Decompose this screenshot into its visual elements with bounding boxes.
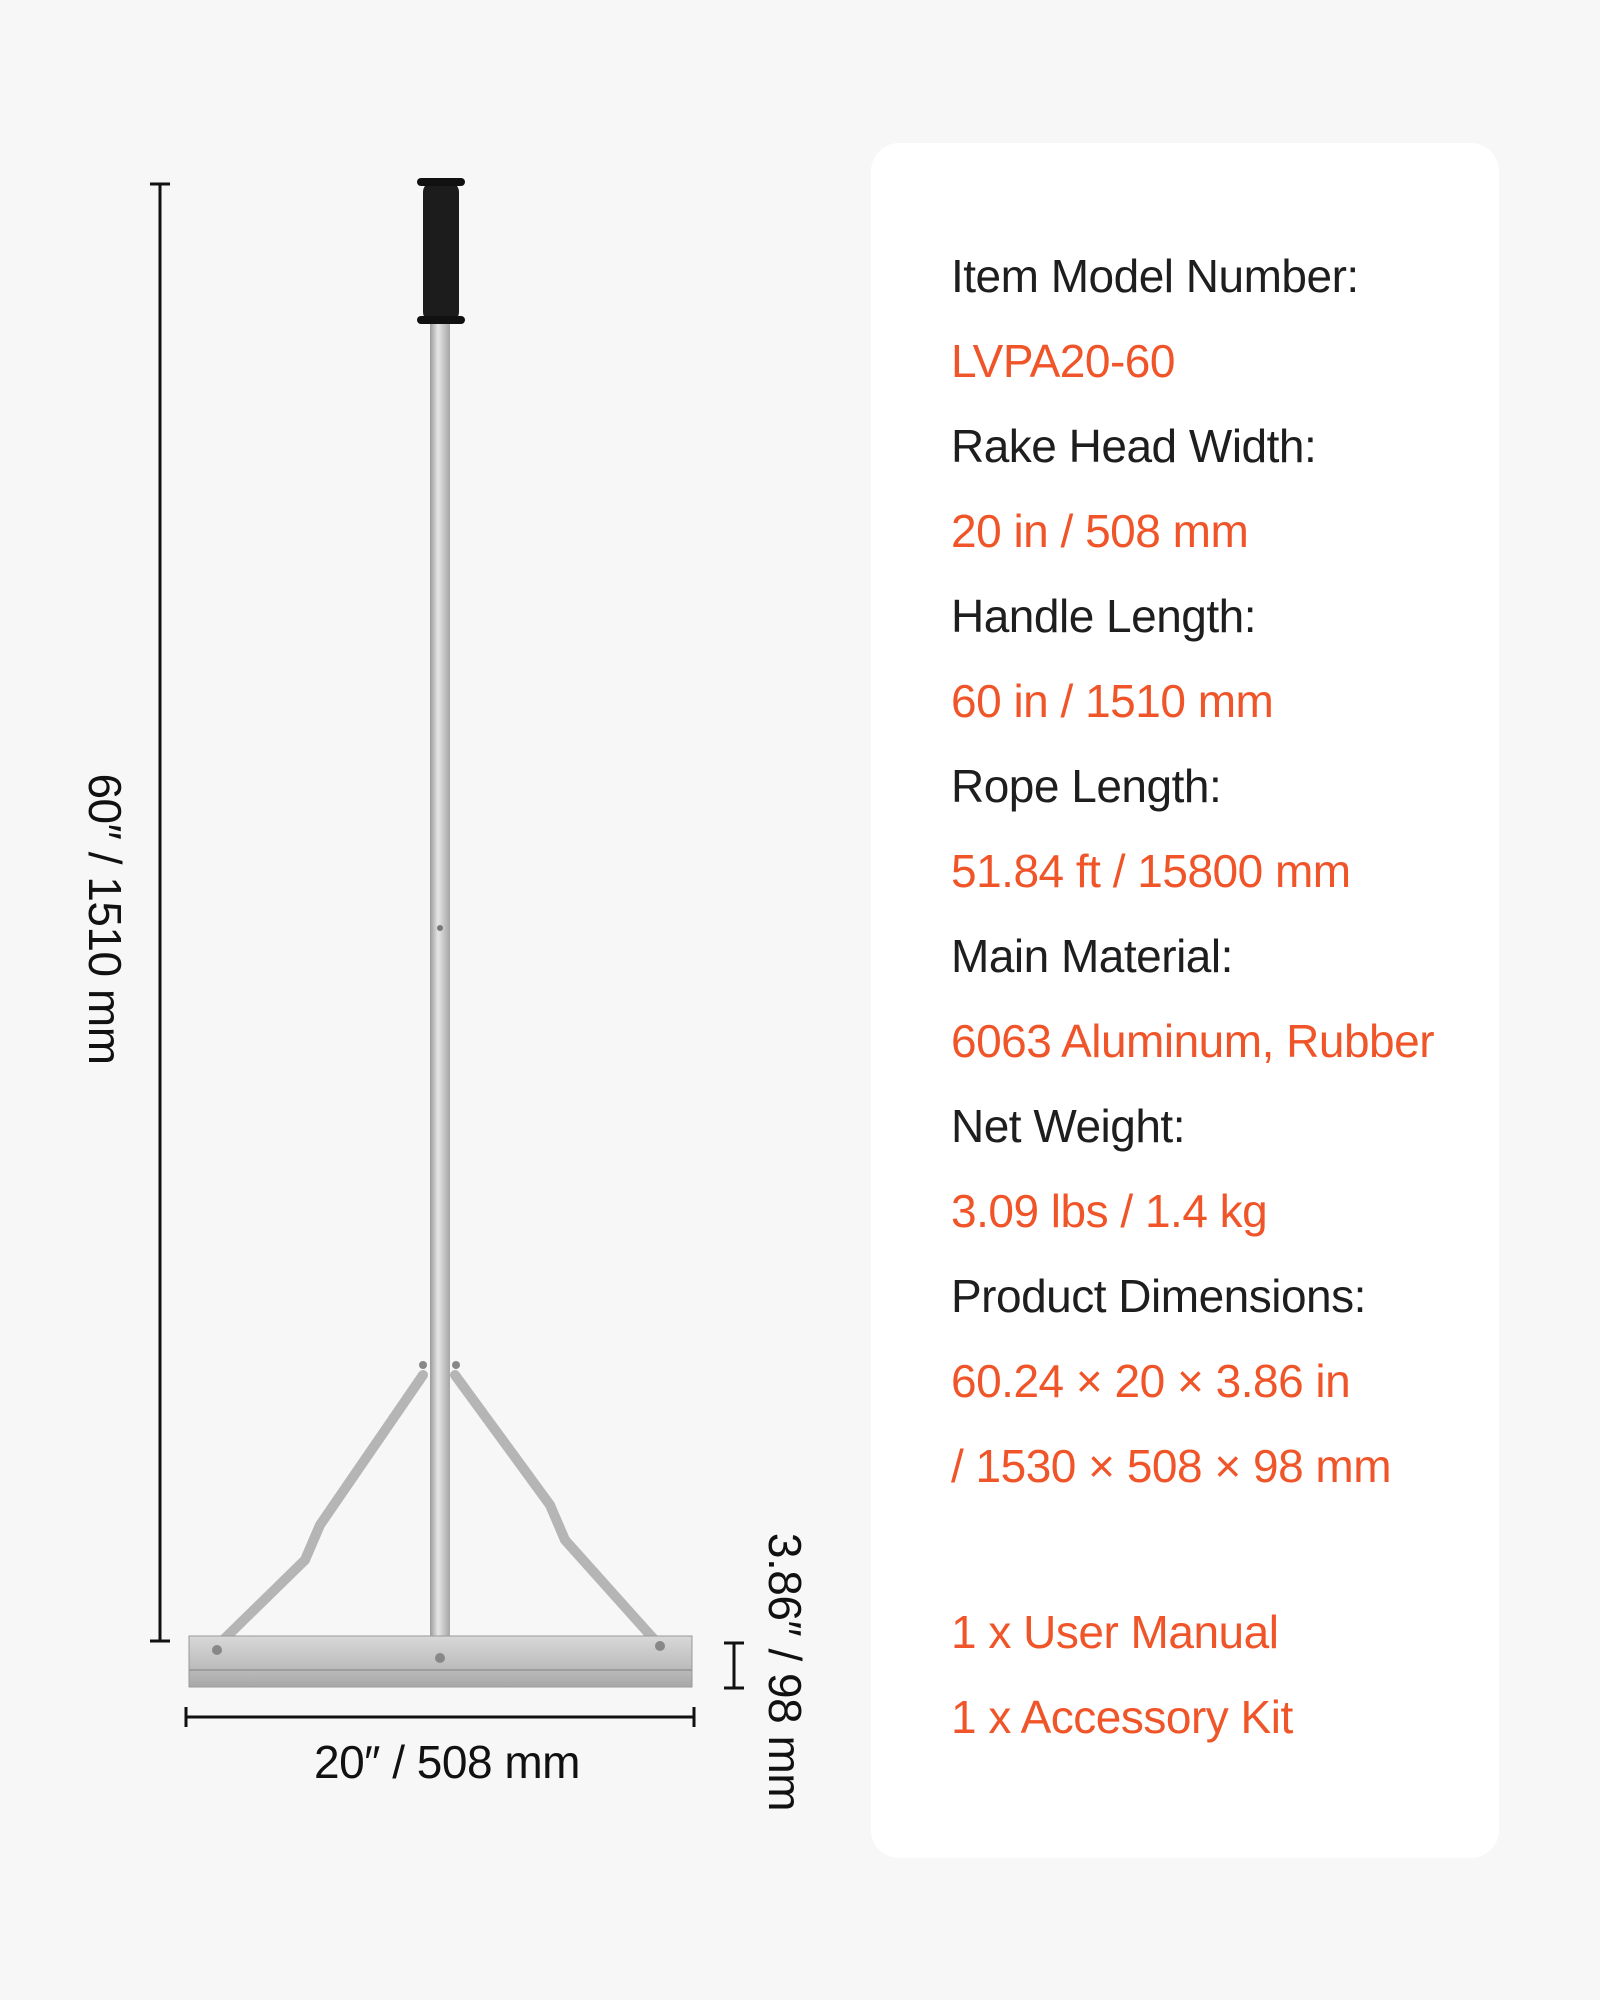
height-dimension-line: [150, 182, 170, 1643]
spec-label-head-width: Rake Head Width:: [951, 420, 1317, 472]
spec-value-model: LVPA20-60: [951, 335, 1175, 387]
depth-dimension-line: [724, 1641, 744, 1690]
spec-label-material: Main Material:: [951, 930, 1233, 982]
spec-value-weight: 3.09 lbs / 1.4 kg: [951, 1185, 1268, 1237]
spec-label-handle-length: Handle Length:: [951, 590, 1257, 642]
rake-handle-pole: [430, 320, 450, 1660]
spec-label-dimensions: Product Dimensions:: [951, 1270, 1366, 1322]
spec-label-rope-length: Rope Length:: [951, 760, 1222, 812]
spec-value-material: 6063 Aluminum, Rubber: [951, 1015, 1435, 1067]
spec-value-head-width: 20 in / 508 mm: [951, 505, 1249, 557]
width-dimension-label: 20″ / 508 mm: [314, 1736, 580, 1788]
spec-label-model: Item Model Number:: [951, 250, 1359, 302]
spec-label-weight: Net Weight:: [951, 1100, 1185, 1152]
package-item-manual: 1 x User Manual: [951, 1606, 1279, 1658]
spec-card: Item Model Number: LVPA20-60 Rake Head W…: [871, 143, 1499, 1858]
spec-value-rope-length: 51.84 ft / 15800 mm: [951, 845, 1351, 897]
spec-value-dimensions-mm: / 1530 × 508 × 98 mm: [951, 1440, 1392, 1492]
height-dimension-label: 60″ / 1510 mm: [79, 773, 131, 1065]
width-dimension-line: [184, 1707, 696, 1727]
spec-value-dimensions-in: 60.24 × 20 × 3.86 in: [951, 1355, 1351, 1407]
depth-dimension-label: 3.86″ / 98 mm: [759, 1532, 811, 1812]
spec-value-handle-length: 60 in / 1510 mm: [951, 675, 1274, 727]
rake-braces: [210, 1370, 665, 1653]
package-item-accessory-kit: 1 x Accessory Kit: [951, 1691, 1293, 1743]
rake-grip: [423, 182, 459, 322]
